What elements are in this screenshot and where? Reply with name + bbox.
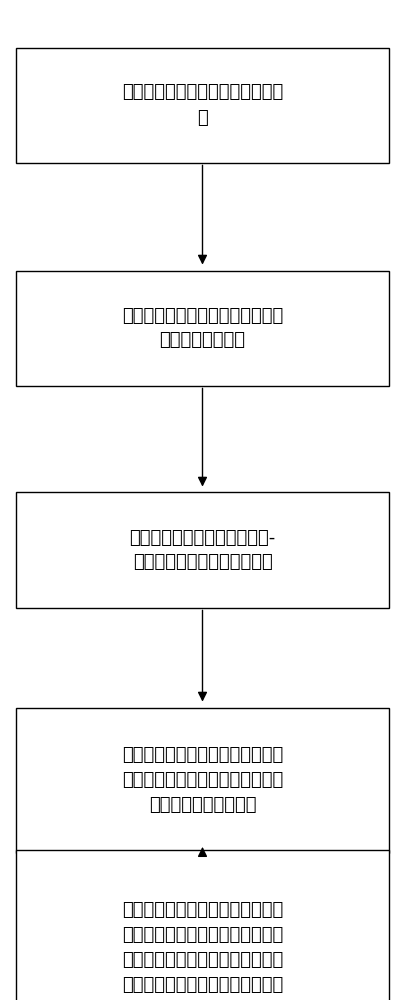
Text: 根据液相线共熔及相变传热理论确
定冷钢带的喂入量: 根据液相线共熔及相变传热理论确 定冷钢带的喂入量 bbox=[122, 306, 283, 350]
Text: 采集厚板坯连铸过程结晶器工况参
数: 采集厚板坯连铸过程结晶器工况参 数 bbox=[122, 84, 283, 126]
Bar bbox=[16, 270, 389, 385]
Bar bbox=[16, 47, 389, 162]
Bar bbox=[16, 492, 389, 607]
Text: 将确定断面尺寸和喂入速度的冷钢
带进行预热，以低幅高频振动的方
式从厚板坯结晶器的水口与窄面的
中间位置处平行于结晶器宽面喂入
结晶器内钢液中: 将确定断面尺寸和喂入速度的冷钢 带进行预热，以低幅高频振动的方 式从厚板坯结晶器… bbox=[122, 901, 283, 1000]
Bar bbox=[16, 850, 389, 1000]
Text: 采用广义热焓方法建立连铸坯-
冷钢带体系相变传热理论模型: 采用广义热焓方法建立连铸坯- 冷钢带体系相变传热理论模型 bbox=[129, 528, 276, 572]
Bar bbox=[16, 708, 389, 852]
Text: 根据冷钢带的喂入量、冷钢带熔化
时间和凝固液相穴深度确定冷钢带
的断面尺寸和喂入速度: 根据冷钢带的喂入量、冷钢带熔化 时间和凝固液相穴深度确定冷钢带 的断面尺寸和喂入… bbox=[122, 746, 283, 814]
